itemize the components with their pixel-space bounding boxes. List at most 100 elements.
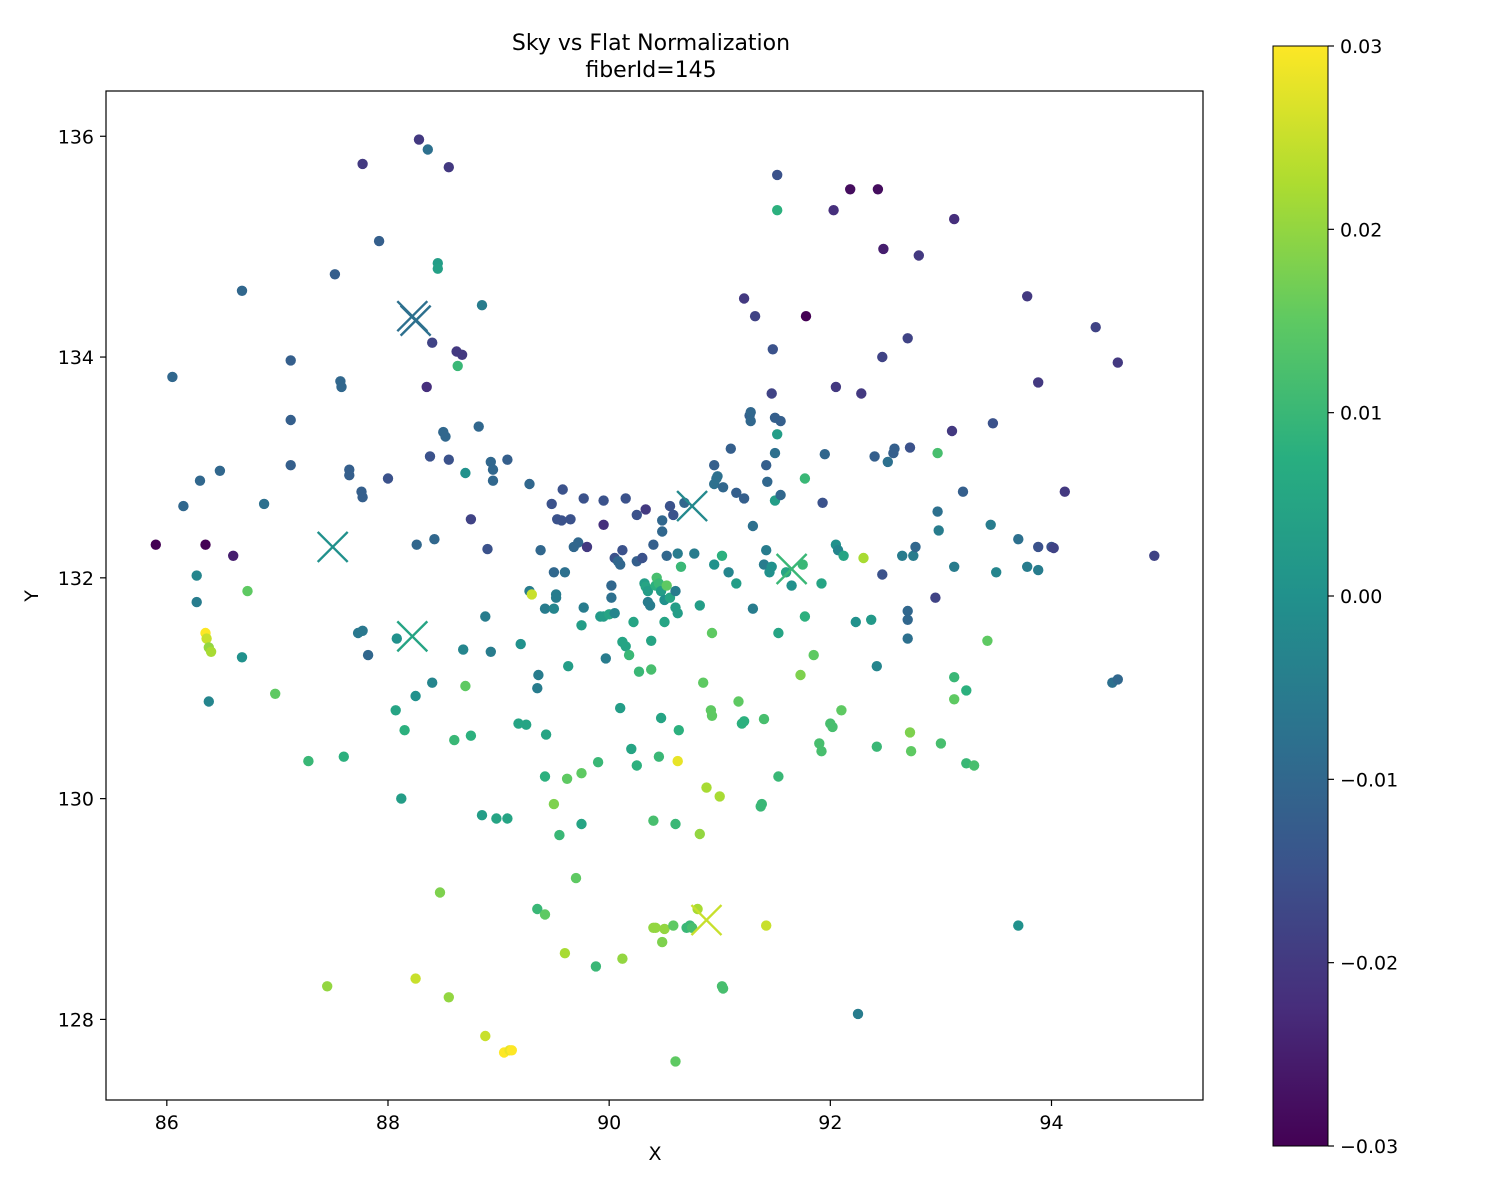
y-tick-label: 130 — [58, 789, 94, 811]
data-point — [623, 649, 635, 661]
data-point — [935, 738, 947, 749]
data-point — [871, 661, 882, 672]
data-point — [491, 813, 502, 824]
data-point — [869, 451, 880, 462]
data-point — [178, 500, 189, 512]
data-point — [655, 712, 667, 724]
data-point — [852, 1008, 864, 1020]
data-point — [203, 696, 214, 707]
data-point — [1112, 357, 1124, 368]
data-point — [424, 451, 436, 462]
data-point — [465, 730, 477, 741]
data-point — [487, 464, 499, 475]
data-point — [559, 567, 571, 578]
data-point — [1090, 322, 1101, 333]
data-point — [546, 498, 557, 510]
data-point — [670, 585, 681, 597]
data-point — [1021, 561, 1033, 572]
data-point — [480, 1030, 491, 1042]
data-point — [548, 567, 560, 578]
data-point — [606, 580, 617, 591]
data-point — [422, 144, 433, 155]
data-point — [539, 771, 551, 782]
data-point — [1033, 377, 1044, 388]
plot-frame — [105, 90, 1204, 1101]
data-point — [775, 489, 786, 501]
data-point — [709, 559, 720, 570]
data-point — [443, 992, 454, 1003]
data-point — [657, 515, 668, 526]
data-point — [902, 633, 913, 644]
data-point — [576, 620, 587, 631]
data-point — [344, 470, 355, 481]
data-point — [236, 652, 248, 663]
data-point — [749, 311, 761, 322]
data-point — [485, 646, 496, 657]
data-point — [877, 569, 888, 580]
data-point — [828, 205, 839, 216]
data-point — [526, 589, 537, 600]
y-tick-label: 132 — [58, 568, 94, 590]
data-point — [756, 798, 767, 810]
data-point — [617, 953, 628, 964]
data-point — [322, 981, 333, 992]
data-point — [775, 415, 786, 427]
data-point — [258, 498, 270, 510]
data-point — [733, 696, 744, 707]
data-point — [902, 333, 913, 344]
data-point — [620, 493, 631, 504]
data-point — [1013, 920, 1024, 931]
data-point — [808, 649, 819, 661]
data-point — [606, 592, 617, 603]
data-point — [396, 793, 407, 804]
data-point — [668, 509, 679, 521]
data-point — [910, 541, 921, 553]
data-point — [487, 475, 499, 486]
points-layer — [150, 134, 1160, 1067]
cross-marker — [775, 553, 808, 585]
data-point — [836, 705, 847, 716]
data-point — [532, 903, 543, 915]
data-point — [432, 263, 443, 274]
data-point — [758, 713, 770, 725]
data-point — [440, 431, 451, 442]
data-point — [615, 559, 626, 570]
data-point — [878, 243, 889, 255]
data-point — [434, 887, 446, 898]
data-point — [576, 768, 587, 779]
data-point — [362, 649, 374, 661]
data-point — [482, 543, 493, 555]
data-point — [581, 541, 593, 553]
data-point — [738, 493, 750, 504]
data-point — [694, 828, 705, 840]
data-point — [167, 371, 178, 383]
data-point — [672, 608, 683, 619]
data-point — [201, 633, 212, 644]
data-point — [578, 493, 589, 504]
x-tick-label: 86 — [155, 1112, 179, 1134]
data-point — [427, 337, 438, 348]
data-point — [932, 447, 943, 459]
data-point — [908, 550, 919, 561]
chart-title: Sky vs Flat Normalization — [512, 31, 790, 56]
data-point — [329, 269, 341, 280]
data-point — [773, 627, 784, 639]
data-point — [576, 818, 587, 830]
data-point — [460, 467, 471, 479]
data-point — [205, 646, 217, 657]
data-point — [712, 471, 723, 482]
data-point — [1059, 486, 1071, 497]
data-point — [913, 250, 924, 261]
data-point — [1013, 534, 1024, 545]
data-point — [772, 169, 783, 181]
data-point — [692, 903, 703, 915]
data-point — [456, 349, 468, 360]
data-point — [706, 710, 718, 721]
data-point — [838, 550, 849, 561]
data-point — [556, 515, 567, 526]
data-point — [648, 539, 659, 550]
data-point — [554, 829, 565, 841]
data-point — [761, 460, 772, 471]
data-point — [957, 486, 969, 497]
data-point — [745, 415, 756, 427]
